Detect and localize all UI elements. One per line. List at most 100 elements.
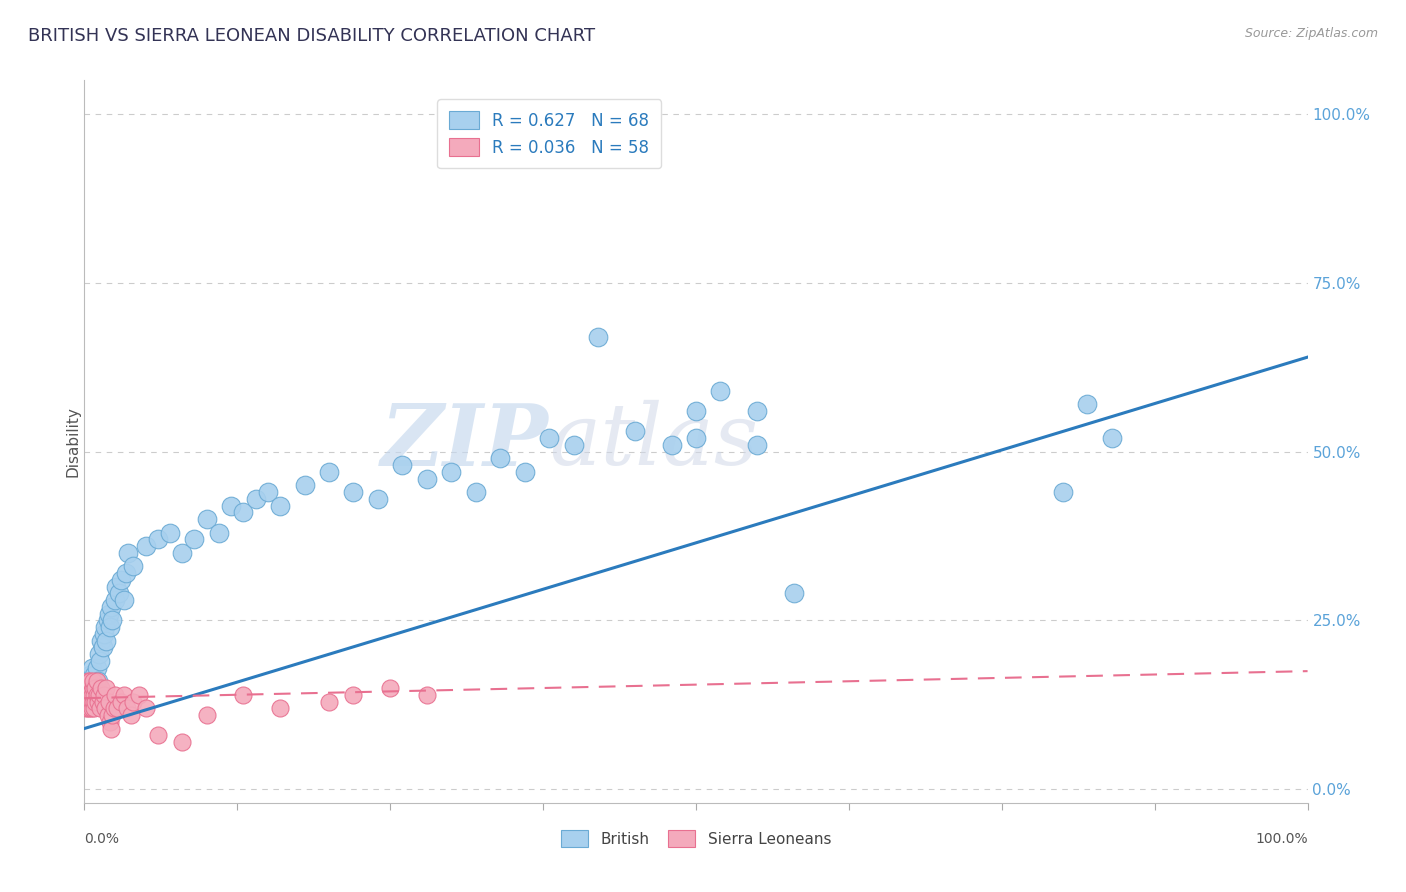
Point	[219, 499, 242, 513]
Point	[79, 694, 101, 708]
Point	[294, 478, 316, 492]
Point	[464, 485, 486, 500]
Point	[97, 708, 120, 723]
Legend: British, Sierra Leoneans: British, Sierra Leoneans	[555, 824, 837, 853]
Point	[105, 701, 128, 715]
Point	[89, 701, 111, 715]
Point	[107, 586, 129, 600]
Point	[77, 694, 100, 708]
Point	[342, 688, 364, 702]
Point	[105, 580, 128, 594]
Point	[135, 539, 157, 553]
Point	[80, 694, 103, 708]
Point	[120, 708, 142, 723]
Text: BRITISH VS SIERRA LEONEAN DISABILITY CORRELATION CHART: BRITISH VS SIERRA LEONEAN DISABILITY COR…	[28, 27, 595, 45]
Point	[1101, 431, 1123, 445]
Point	[82, 681, 104, 695]
Point	[98, 620, 121, 634]
Point	[94, 620, 117, 634]
Point	[100, 599, 122, 614]
Point	[87, 674, 110, 689]
Point	[747, 438, 769, 452]
Point	[75, 681, 97, 695]
Point	[91, 694, 114, 708]
Point	[77, 688, 100, 702]
Point	[86, 688, 108, 702]
Point	[110, 694, 132, 708]
Point	[128, 688, 150, 702]
Point	[440, 465, 463, 479]
Point	[98, 714, 121, 729]
Point	[624, 425, 647, 439]
Point	[112, 688, 135, 702]
Point	[586, 330, 609, 344]
Point	[257, 485, 280, 500]
Point	[112, 593, 135, 607]
Point	[90, 633, 112, 648]
Point	[103, 701, 125, 715]
Text: atlas: atlas	[550, 401, 758, 483]
Point	[84, 688, 107, 702]
Point	[172, 546, 194, 560]
Point	[318, 694, 340, 708]
Point	[97, 694, 120, 708]
Text: Source: ZipAtlas.com: Source: ZipAtlas.com	[1244, 27, 1378, 40]
Point	[318, 465, 340, 479]
Point	[513, 465, 536, 479]
Point	[82, 694, 104, 708]
Point	[269, 499, 291, 513]
Point	[94, 701, 117, 715]
Point	[232, 688, 254, 702]
Point	[172, 735, 194, 749]
Point	[195, 708, 218, 723]
Point	[135, 701, 157, 715]
Point	[76, 694, 98, 708]
Point	[538, 431, 561, 445]
Point	[86, 674, 108, 689]
Point	[77, 688, 100, 702]
Point	[117, 546, 139, 560]
Point	[82, 674, 104, 689]
Point	[76, 688, 98, 702]
Point	[83, 667, 105, 681]
Point	[84, 694, 107, 708]
Point	[342, 485, 364, 500]
Y-axis label: Disability: Disability	[66, 406, 80, 477]
Point	[80, 688, 103, 702]
Point	[101, 708, 124, 723]
Point	[87, 688, 110, 702]
Point	[146, 533, 169, 547]
Point	[82, 674, 104, 689]
Point	[783, 586, 806, 600]
Point	[159, 525, 181, 540]
Point	[685, 404, 707, 418]
Point	[96, 681, 118, 695]
Point	[562, 438, 585, 452]
Point	[122, 694, 145, 708]
Point	[101, 614, 124, 628]
Point	[75, 688, 97, 702]
Point	[80, 701, 103, 715]
Point	[82, 681, 104, 695]
Point	[93, 688, 115, 702]
Point	[115, 566, 138, 581]
Point	[86, 661, 108, 675]
Point	[77, 674, 100, 689]
Point	[90, 681, 112, 695]
Point	[77, 688, 100, 702]
Point	[84, 681, 107, 695]
Text: 0.0%: 0.0%	[84, 831, 120, 846]
Point	[83, 701, 105, 715]
Point	[97, 614, 120, 628]
Point	[208, 525, 231, 540]
Point	[245, 491, 267, 506]
Point	[91, 640, 114, 655]
Point	[380, 681, 402, 695]
Point	[79, 701, 101, 715]
Point	[77, 681, 100, 695]
Point	[1076, 397, 1098, 411]
Text: 100.0%: 100.0%	[1256, 831, 1308, 846]
Point	[146, 728, 169, 742]
Point	[489, 451, 512, 466]
Point	[232, 505, 254, 519]
